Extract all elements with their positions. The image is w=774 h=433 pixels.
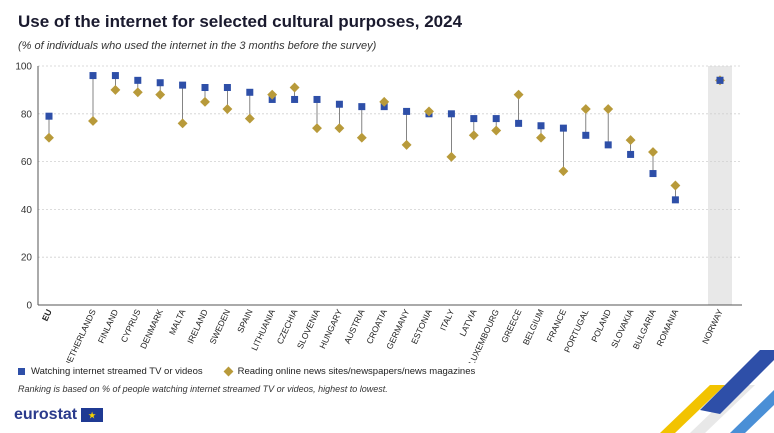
data-point-streaming (313, 95, 321, 103)
x-tick-label: NETHERLANDS (62, 307, 98, 363)
data-point-news (222, 104, 233, 114)
data-point-news (603, 104, 614, 114)
data-point-news (670, 180, 681, 191)
legend-item-series-1: Watching internet streamed TV or videos (18, 366, 203, 377)
x-tick-label: HUNGARY (317, 307, 344, 350)
data-point-streaming (627, 150, 635, 158)
logo-text: eurostat (14, 406, 78, 423)
data-point-news (155, 89, 166, 100)
x-tick-label: SPAIN (235, 308, 255, 335)
highlight-band (708, 66, 732, 305)
x-tick-label: FRANCE (544, 307, 568, 343)
decorative-swoosh-icon (660, 350, 774, 433)
data-point-news (334, 123, 345, 134)
data-point-streaming (223, 84, 231, 92)
data-point-news (244, 113, 255, 124)
x-tick-label: GERMANY (384, 307, 411, 350)
y-tick-label: 60 (21, 157, 33, 168)
data-point-news (491, 125, 502, 136)
data-point-streaming (291, 95, 299, 103)
chart-subtitle: (% of individuals who used the internet … (18, 40, 377, 52)
x-tick-label: CZECHIA (275, 307, 300, 345)
x-tick-label: BELGIUM (521, 308, 546, 347)
dot-plot-chart: 0 20 40 60 80 100 EU NETHERLANDSFINLANDCYPRUSDE… (15, 62, 742, 363)
data-point-streaming (246, 88, 254, 96)
data-point-news (200, 96, 210, 107)
y-tick-label: 80 (21, 109, 33, 120)
data-point-news (648, 147, 658, 157)
data-point-news (558, 166, 569, 177)
data-point-streaming (649, 170, 657, 178)
legend-label-series-2: Reading online news sites/newspapers/new… (237, 366, 476, 377)
x-tick-label: MALTA (167, 307, 188, 336)
x-tick-label: SWEDEN (207, 308, 232, 346)
data-point-streaming (447, 110, 455, 118)
data-point-streaming (537, 122, 545, 130)
x-tick-label: IRELAND (185, 308, 210, 346)
data-point-streaming (45, 112, 53, 120)
data-point-news (177, 118, 188, 129)
y-tick-label: 0 (26, 301, 32, 312)
data-point-streaming-overlay (716, 76, 724, 84)
data-point-news (468, 130, 479, 141)
data-point-news (44, 132, 54, 143)
data-point-streaming (470, 115, 478, 123)
data-point-streaming (559, 124, 567, 132)
data-point-streaming (492, 115, 500, 123)
data-point-streaming (156, 79, 164, 87)
data-point-news (132, 87, 143, 98)
y-tick-label: 40 (21, 205, 33, 216)
data-point-news (580, 104, 591, 114)
legend-item-series-2: Reading online news sites/newspapers/new… (223, 366, 476, 377)
data-point-news (513, 89, 524, 100)
x-tick-label: GREECE (499, 307, 523, 344)
square-marker-icon (18, 368, 25, 375)
chart-title: Use of the internet for selected cultura… (18, 12, 463, 31)
eu-flag-icon: ★ (81, 408, 104, 422)
x-tick-label: CROATIA (364, 307, 389, 345)
x-tick-label: DENMARK (138, 307, 165, 350)
y-tick-label: 100 (15, 62, 32, 73)
data-point-streaming (201, 84, 209, 92)
data-point-news (446, 151, 457, 162)
x-tick-label: ESTONIA (409, 307, 434, 345)
data-point-news (312, 123, 322, 134)
x-tick-label: NORWAY (700, 307, 725, 345)
x-tick-label: LATVIA (457, 307, 478, 337)
y-tick-label: 20 (21, 253, 33, 264)
x-tick-label: ROMANIA (654, 307, 680, 347)
data-point-streaming (89, 72, 97, 80)
data-point-streaming (358, 103, 366, 111)
x-tick-label: POLAND (589, 308, 613, 344)
diamond-marker-icon (223, 366, 234, 377)
legend: Watching internet streamed TV or videos … (18, 366, 497, 377)
data-point-streaming (515, 119, 523, 127)
x-tick-label: AUSTRIA (342, 307, 367, 345)
data-point-news (289, 82, 300, 93)
data-point-streaming (604, 141, 612, 149)
x-tick-label: FINLAND (96, 308, 120, 345)
data-point-news (625, 135, 636, 146)
x-tick-label: EU (40, 308, 54, 323)
data-point-streaming (179, 81, 187, 89)
data-point-news (401, 139, 412, 150)
legend-label-series-1: Watching internet streamed TV or videos (31, 366, 203, 377)
x-tick-label: CYPRUS (119, 307, 143, 344)
ranking-note: Ranking is based on % of people watching… (18, 384, 388, 394)
x-tick-label: ITALY (438, 307, 457, 332)
data-point-news (88, 116, 98, 126)
eurostat-logo: eurostat ★ (14, 406, 104, 424)
data-point-news (356, 132, 367, 143)
data-point-streaming (111, 72, 119, 80)
data-point-streaming (582, 131, 590, 139)
data-point-streaming (134, 76, 142, 84)
data-point-streaming (671, 196, 679, 204)
data-point-streaming (335, 100, 343, 108)
data-point-news (110, 84, 121, 95)
data-point-streaming (403, 107, 411, 115)
data-point-news (536, 132, 546, 143)
